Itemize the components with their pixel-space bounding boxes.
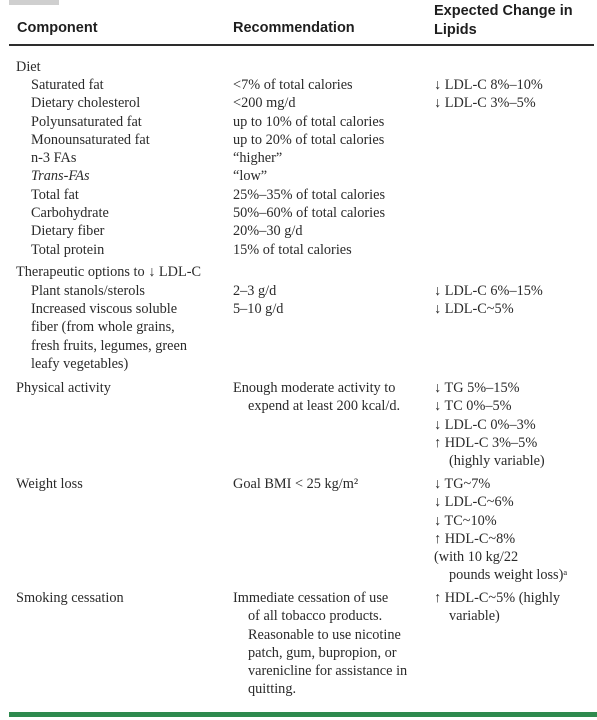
therapeutic-plant-change: ↓ LDL-C 6%–15%	[434, 283, 543, 299]
header-component: Component	[17, 20, 98, 36]
change-line: ↑ HDL-C~5% (highly	[434, 590, 561, 606]
table-row-change: ↓ LDL-C 3%–5%	[434, 95, 536, 112]
change-line: variable)	[449, 608, 500, 625]
fiber-component-line: fiber (from whole grains,	[31, 319, 175, 336]
table-row-recommendation: 25%–35% of total calories	[233, 186, 386, 203]
table-row-component: Saturated fat	[31, 77, 104, 93]
table-row-recommendation: up to 10% of total calories	[233, 113, 385, 130]
table-row-component: Monounsaturated fat	[31, 131, 150, 148]
fiber-component-line: Increased viscous soluble	[31, 301, 178, 317]
table-header: Component Recommendation Expected Change…	[9, 0, 594, 46]
table-row-component: Dietary fiber	[31, 223, 105, 240]
table-row-recommendation: 20%–30 g/d	[233, 223, 303, 240]
section-diet: Diet	[16, 59, 41, 75]
diet-changes: ↓ LDL-C 8%–10% ↓ LDL-C 3%–5%	[434, 76, 543, 113]
bottom-accent-bar	[9, 712, 597, 717]
header-expected-change-line1: Expected Change in	[434, 3, 573, 19]
change-line: (with 10 kg/22	[434, 549, 519, 566]
recommendation-line: of all tobacco products.	[248, 608, 383, 625]
table-row-recommendation: “low”	[233, 168, 268, 185]
smoking-cessation-component: Smoking cessation	[16, 590, 124, 606]
table-row-recommendation: “higher”	[233, 150, 283, 167]
recommendation-line: patch, gum, bupropion, or	[248, 644, 397, 661]
therapeutic-plant-component: Plant stanols/sterols	[31, 283, 145, 299]
table-row-recommendation: 15% of total calories	[233, 241, 352, 258]
table-row-component: Carbohydrate	[31, 205, 109, 222]
table-row-component: Total protein	[31, 241, 105, 258]
fiber-component-line: leafy vegetables)	[31, 355, 129, 372]
change-line: pounds weight loss)ᵃ	[449, 567, 568, 584]
recommendation-line: Immediate cessation of use	[233, 590, 389, 606]
change-line: ↓ TG~7%	[434, 476, 491, 492]
recommendation-line: quitting.	[248, 681, 297, 698]
header-rule	[9, 44, 594, 46]
physical-activity-change: ↓ TG 5%–15% ↓ TC 0%–5% ↓ LDL-C 0%–3% ↑ H…	[434, 379, 545, 470]
therapeutic-fiber-recommendation: 5–10 g/d	[233, 301, 284, 317]
header-recommendation: Recommendation	[233, 20, 355, 36]
weight-loss-change: ↓ TG~7% ↓ LDL-C~6% ↓ TC~10% ↑ HDL-C~8% (…	[434, 475, 567, 585]
table-row-component: Total fat	[31, 186, 79, 203]
smoking-cessation-recommendation: Immediate cessation of use of all tobacc…	[233, 589, 407, 699]
change-line: ↑ HDL-C~8%	[434, 530, 516, 547]
fiber-component-line: fresh fruits, legumes, green	[31, 337, 188, 354]
recommendation-line: Reasonable to use nicotine	[248, 626, 401, 643]
table-row-recommendation: 50%–60% of total calories	[233, 205, 386, 222]
diet-recommendations: <7% of total calories <200 mg/d up to 10…	[233, 76, 385, 259]
therapeutic-plant-recommendation: 2–3 g/d	[233, 283, 277, 299]
change-line: ↓ TC 0%–5%	[434, 398, 512, 415]
table-row-component: Polyunsaturated fat	[31, 113, 142, 130]
smoking-cessation-change: ↑ HDL-C~5% (highly variable)	[434, 589, 560, 626]
recommendation-line: varenicline for assistance in	[248, 663, 408, 680]
table-row-recommendation: <7% of total calories	[233, 77, 353, 93]
change-line: ↓ TC~10%	[434, 512, 497, 529]
therapeutic-fiber-change: ↓ LDL-C~5%	[434, 301, 514, 317]
header-expected-change-line2: Lipids	[434, 22, 477, 38]
change-line: (highly variable)	[449, 453, 545, 470]
table-row-component: Trans-FAs	[31, 168, 90, 185]
section-therapeutic-options: Therapeutic options to ↓ LDL-C	[16, 264, 202, 280]
change-line: ↑ HDL-C 3%–5%	[434, 434, 538, 451]
change-line: ↓ LDL-C~6%	[434, 494, 514, 511]
table-row-recommendation: up to 20% of total calories	[233, 131, 385, 148]
change-line: ↓ LDL-C 0%–3%	[434, 416, 536, 433]
weight-loss-component: Weight loss	[16, 476, 83, 492]
table-row-recommendation: <200 mg/d	[233, 95, 296, 112]
table-row-component: Dietary cholesterol	[31, 95, 141, 112]
physical-activity-component: Physical activity	[16, 380, 111, 396]
recommendation-line: Enough moderate activity to	[233, 380, 396, 396]
recommendation-line: expend at least 200 kcal/d.	[248, 398, 401, 415]
physical-activity-recommendation: Enough moderate activity to expend at le…	[233, 379, 400, 416]
change-line: ↓ TG 5%–15%	[434, 380, 520, 396]
therapeutic-fiber-component: Increased viscous soluble fiber (from wh…	[31, 300, 187, 373]
table-row-component: n-3 FAs	[31, 150, 77, 167]
lipid-recommendations-table: Component Recommendation Expected Change…	[9, 0, 597, 720]
weight-loss-recommendation: Goal BMI < 25 kg/m²	[233, 476, 359, 492]
top-tab-marker	[9, 0, 59, 5]
table-row-change: ↓ LDL-C 8%–10%	[434, 77, 543, 93]
diet-components: Saturated fat Dietary cholesterol Polyun…	[31, 76, 150, 259]
